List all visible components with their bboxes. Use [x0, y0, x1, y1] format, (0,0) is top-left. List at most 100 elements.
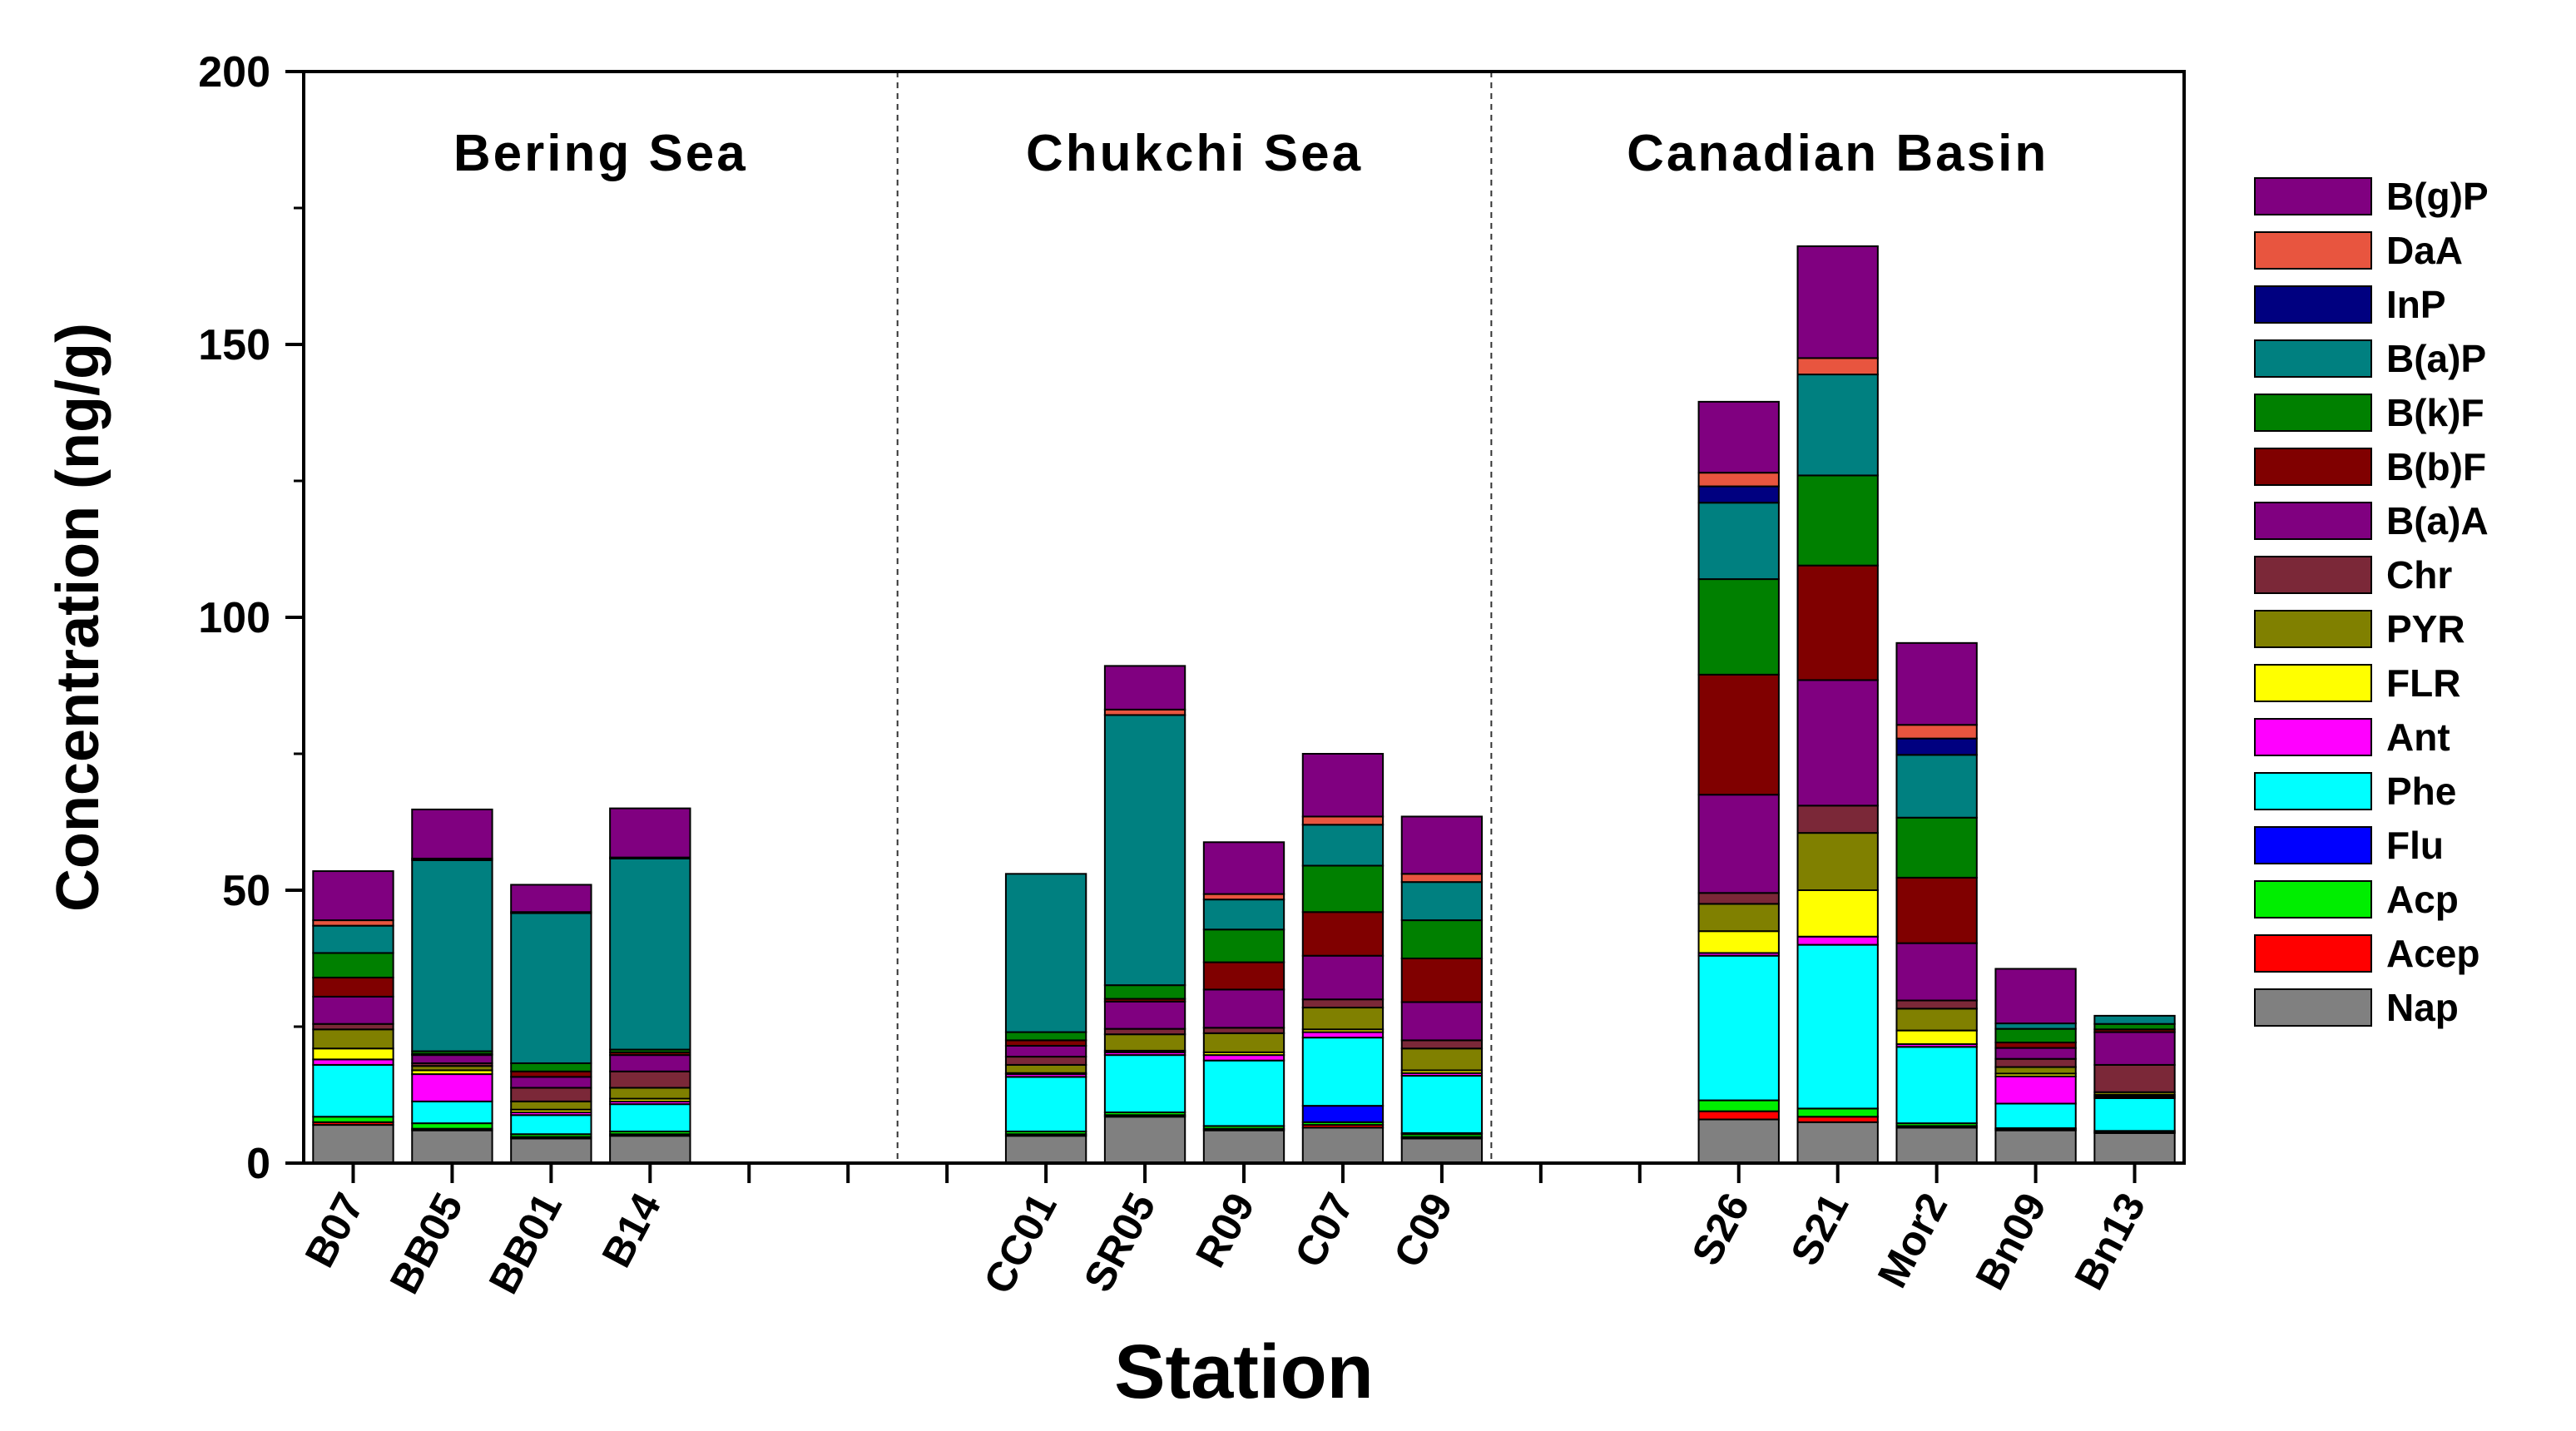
bar-segment	[312, 1028, 394, 1050]
bar-segment	[1400, 919, 1484, 959]
bar-segment	[1301, 815, 1385, 826]
y-tick-label: 150	[198, 321, 270, 369]
legend-swatch	[2254, 880, 2372, 919]
bar-segment	[1796, 564, 1879, 681]
bar-segment	[1103, 1033, 1186, 1052]
bar-segment	[1895, 754, 1978, 819]
bar-segment	[1301, 998, 1385, 1009]
legend-swatch	[2254, 285, 2372, 324]
bar-segment	[1697, 485, 1780, 504]
bar-segment	[510, 1087, 592, 1102]
legend-swatch	[2254, 664, 2372, 702]
legend-swatch	[2254, 339, 2372, 378]
bar-segment	[1004, 1063, 1087, 1074]
bar-segment	[1103, 1116, 1186, 1164]
bar-segment	[1301, 1037, 1385, 1107]
bar-segment	[1697, 1118, 1780, 1165]
bar-segment	[312, 952, 394, 978]
bar-segment	[1400, 881, 1484, 922]
bar-segment	[1796, 935, 1879, 946]
x-tick-label: BB01	[480, 1186, 571, 1301]
x-tick-label: CC01	[974, 1186, 1065, 1301]
bar-segment	[312, 976, 394, 998]
bar-segment	[1202, 1129, 1286, 1165]
bar-segment	[1796, 474, 1879, 567]
legend-swatch	[2254, 556, 2372, 594]
region-dividers	[896, 72, 1493, 1163]
legend-swatch	[2254, 448, 2372, 486]
x-tick-label: SR05	[1075, 1186, 1165, 1300]
bar-segment	[1400, 1047, 1484, 1072]
region-label: Chukchi Sea	[1026, 125, 1363, 182]
legend-label: B(k)F	[2386, 391, 2484, 434]
bar-segment	[1895, 999, 1978, 1010]
x-tick-label: C09	[1385, 1186, 1462, 1275]
bar-segment	[510, 1137, 592, 1164]
bar-segment	[1301, 824, 1385, 867]
legend-label: Acep	[2386, 932, 2479, 975]
x-tick-label: R09	[1186, 1186, 1264, 1275]
bar-segment	[312, 1124, 394, 1164]
bar-segment	[1103, 714, 1186, 987]
bar-segment	[1697, 400, 1780, 474]
bar-segment	[1301, 954, 1385, 1001]
bar-layer	[312, 245, 2176, 1165]
bar-segment	[1796, 832, 1879, 891]
bar-segment	[1994, 1066, 2077, 1075]
legend-label: B(g)P	[2386, 175, 2489, 218]
legend-label: Nap	[2386, 986, 2459, 1029]
bar-segment	[1796, 943, 1879, 1110]
bar-segment	[1895, 1126, 1978, 1164]
bar-segment	[609, 1070, 691, 1089]
legend-swatch	[2254, 394, 2372, 432]
bar-segment	[510, 1114, 592, 1136]
bar-segment	[1895, 816, 1978, 879]
bar-segment	[1796, 357, 1879, 376]
bar-segment	[1796, 374, 1879, 477]
bar-segment	[411, 1073, 493, 1102]
bar-segment	[1301, 911, 1385, 957]
legend-swatch	[2254, 177, 2372, 215]
y-tick-label: 200	[198, 48, 270, 97]
bar-segment	[1994, 968, 2077, 1025]
bar-segment	[1697, 903, 1780, 933]
y-tick-label: 0	[246, 1140, 270, 1188]
bar-segment	[510, 1100, 592, 1111]
x-tick-label: S26	[1682, 1186, 1758, 1273]
bar-segment	[1301, 1126, 1385, 1164]
bar-segment	[1301, 753, 1385, 818]
bar-segment	[609, 1135, 691, 1164]
legend-label: B(a)A	[2386, 499, 2489, 542]
bar-segment	[1697, 892, 1780, 905]
legend-label: Acp	[2386, 878, 2459, 921]
bar-segment	[411, 859, 493, 1052]
bar-segment	[609, 1087, 691, 1100]
bar-segment	[1994, 1102, 2077, 1130]
bar-segment	[1895, 641, 1978, 726]
bar-segment	[411, 1100, 493, 1125]
bar-segment	[510, 1062, 592, 1072]
x-tick-label: B07	[296, 1186, 374, 1275]
bar-segment	[1301, 864, 1385, 914]
bar-segment	[1796, 245, 1879, 359]
bar-segment	[1796, 1107, 1879, 1118]
bar-segment	[1301, 1007, 1385, 1031]
x-tick-label: C07	[1286, 1186, 1363, 1275]
bar-segment	[1400, 1075, 1484, 1134]
x-tick-label: Mor2	[1869, 1186, 1957, 1295]
bar-segment	[1895, 1008, 1978, 1032]
bar-segment	[1697, 954, 1780, 1102]
bar-segment	[1796, 889, 1879, 938]
bar-segment	[1103, 1000, 1186, 1030]
legend-swatch	[2254, 502, 2372, 540]
x-axis-title: Station	[1114, 1329, 1374, 1414]
legend: B(g)P DaA InP B(a)P B(k)F B(b)F B(a)A Chr PYR FLR…	[2254, 175, 2489, 1029]
bar-segment	[1697, 1099, 1780, 1112]
legend-swatch	[2254, 988, 2372, 1027]
legend-label: FLR	[2386, 661, 2460, 705]
bar-segment	[1103, 984, 1186, 1000]
bar-segment	[1796, 805, 1879, 834]
bar-segment	[1004, 1135, 1087, 1164]
region-labels: Bering Sea Chukchi Sea Canadian Basin	[453, 125, 2046, 182]
